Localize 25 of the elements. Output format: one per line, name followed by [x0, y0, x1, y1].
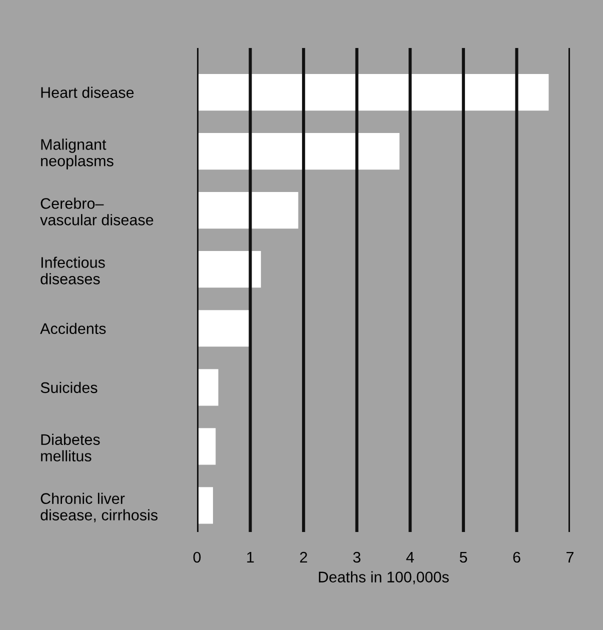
- x-tick-label: 2: [300, 552, 308, 563]
- y-tick-label: Suicides: [40, 382, 98, 394]
- x-tick-label: 5: [460, 552, 468, 563]
- bar: [197, 428, 216, 465]
- x-tick-label: 6: [513, 552, 520, 563]
- x-tick-label: 4: [406, 552, 414, 563]
- y-tick-label: Accidents: [40, 322, 106, 334]
- bar: [197, 310, 250, 347]
- x-tick-label: 1: [247, 552, 254, 563]
- x-tick-label: 7: [566, 552, 574, 563]
- bar: [197, 74, 549, 111]
- y-tick-label: Chronic liver disease, cirrhosis: [40, 492, 158, 522]
- x-axis-title: Deaths in 100,000s: [318, 571, 449, 584]
- y-tick-label: Malignant neoplasms: [41, 138, 114, 170]
- y-tick-label: Infectious diseases: [40, 256, 105, 284]
- x-tick-label: 0: [193, 552, 201, 563]
- bar: [197, 251, 261, 288]
- bar: [197, 487, 213, 524]
- x-tick-label: 3: [353, 552, 360, 563]
- bar: [197, 369, 218, 406]
- y-tick-label: Cerebro– vascular disease: [40, 198, 154, 226]
- bar: [197, 132, 400, 170]
- bar: [197, 192, 298, 229]
- y-tick-label: Diabetes mellitus: [41, 434, 100, 462]
- y-tick-label: Heart disease: [41, 86, 134, 98]
